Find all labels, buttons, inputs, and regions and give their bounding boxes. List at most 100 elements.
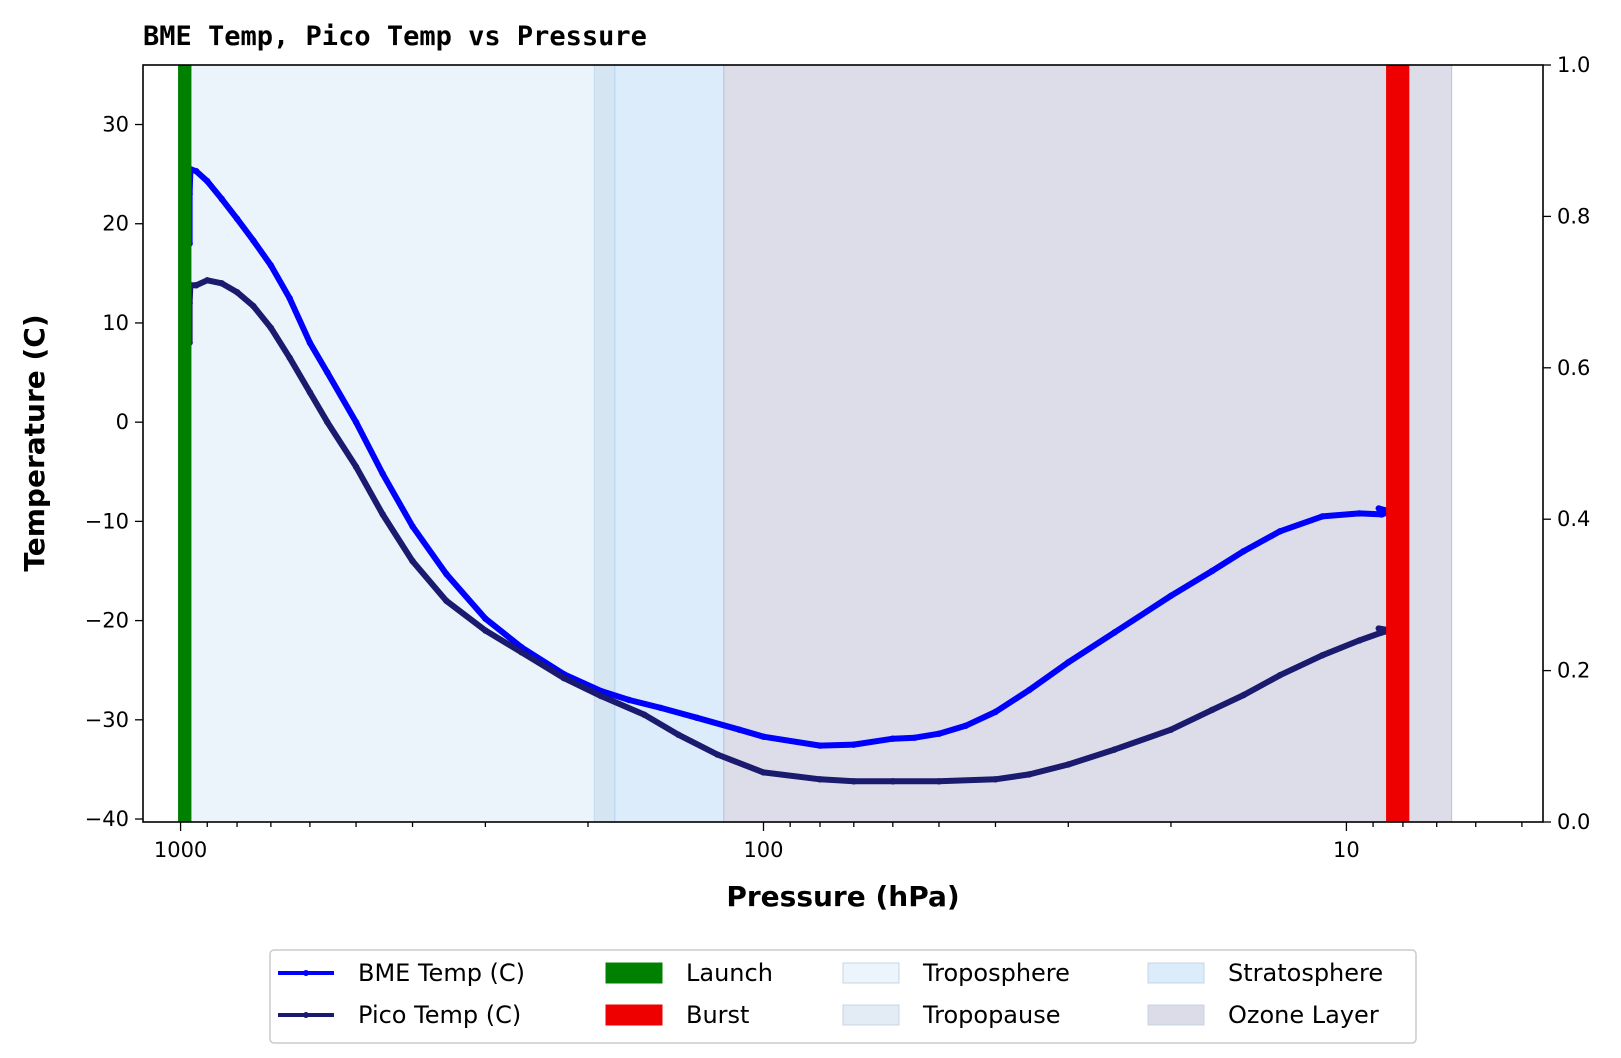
data-point [935,778,943,785]
data-point [1065,761,1072,768]
data-point [1375,505,1382,512]
data-point [889,778,897,785]
data-point [962,722,969,729]
data-point [409,523,416,530]
data-point [482,627,489,634]
right-axis-tick-label: 0.8 [1557,204,1590,228]
data-point [286,354,293,361]
legend-swatch [605,1004,663,1026]
data-point [267,262,275,269]
right-axis-tick-label: 0.6 [1557,356,1590,380]
data-point [625,696,633,704]
data-point [1167,592,1175,599]
y-tick-label: 30 [102,113,129,137]
series-points-bme-temp-c [186,165,1394,749]
data-point [204,177,211,185]
band-tropopause [593,64,616,823]
legend-swatch [842,1004,900,1026]
data-point [1319,652,1326,659]
data-point [560,674,568,682]
data-point [193,282,200,289]
data-point [306,389,314,396]
legend-item-tropopause: Tropopause [842,1001,1061,1029]
data-point [760,769,767,776]
legend-swatch [605,962,663,984]
data-point [204,277,211,284]
data-point [306,339,314,346]
y-tick-label: 10 [102,311,129,335]
data-point [352,418,360,426]
data-point [1167,726,1175,733]
data-point [736,726,743,733]
right-axis-tick-label: 0.2 [1557,659,1590,683]
legend-swatch [1147,962,1205,984]
legend-label: Burst [686,1001,749,1029]
series-line-bme-temp-c [186,166,1394,749]
data-point [1240,691,1247,699]
series-layer [186,165,1394,785]
data-point [1111,746,1118,753]
data-point [889,735,897,742]
data-point [992,776,999,783]
right-axis-ticks: 0.0 0.2 0.4 0.6 0.8 1.0 [1543,53,1590,834]
data-point [1375,625,1382,632]
right-axis-tick-label: 1.0 [1557,53,1590,77]
data-point [482,615,489,622]
data-point [324,369,331,376]
legend-label: Stratosphere [1228,959,1383,987]
data-point [1356,510,1363,517]
data-point [911,734,919,741]
data-point [218,280,225,287]
legend-item-ozone-layer: Ozone Layer [1147,1001,1379,1029]
legend-swatch-marker [303,970,309,976]
band-troposphere [188,64,596,823]
legend-label: Ozone Layer [1228,1001,1379,1029]
x-axis-ticks: 1000 100 10 [154,822,1523,862]
data-point [233,215,241,222]
band-stratosphere [614,64,725,823]
marker-launch [178,65,192,822]
data-point [443,597,450,604]
data-point [443,570,450,578]
legend-swatch [1147,1004,1205,1026]
data-point [1276,528,1284,535]
data-point [352,463,360,471]
data-point [409,557,416,565]
data-point [641,711,648,719]
legend-item-bme-temp-c: BME Temp (C) [278,959,525,987]
data-point [250,237,257,244]
legend-box [269,949,1417,1044]
legend-item-pico-temp-c: Pico Temp (C) [278,1001,521,1029]
data-point [714,751,721,758]
data-point [1111,629,1118,636]
data-point [1208,567,1216,575]
x-axis-label: Pressure (hPa) [726,880,959,913]
data-point [267,324,275,332]
data-point [286,294,293,302]
legend-label: Tropopause [922,1001,1061,1029]
plot-frame [142,64,1544,823]
legend-item-stratosphere: Stratosphere [1147,959,1383,987]
x-tick-label: 100 [743,838,783,862]
legend-label: BME Temp (C) [358,959,525,987]
data-point [379,470,386,477]
x-tick-label: 10 [1333,838,1360,862]
x-tick-label: 1000 [154,838,207,862]
legend-label: Pico Temp (C) [358,1001,521,1029]
data-point [1065,659,1072,666]
data-point [193,167,200,175]
data-point [1026,686,1033,694]
data-point [816,742,824,749]
data-point [850,741,857,748]
data-point [1276,671,1284,679]
legend: BME Temp (C) Pico Temp (C) Launch Burst Trop… [269,949,1417,1044]
y-tick-label: −30 [85,708,129,732]
chart-title: BME Temp, Pico Temp vs Pressure [143,21,647,52]
data-point [657,704,665,712]
right-axis-tick-label: 0.4 [1557,507,1590,531]
legend-item-launch: Launch [605,959,773,987]
legend-item-troposphere: Troposphere [842,959,1070,987]
y-tick-label: −40 [85,807,129,831]
right-axis-tick-label: 0.0 [1557,810,1590,834]
